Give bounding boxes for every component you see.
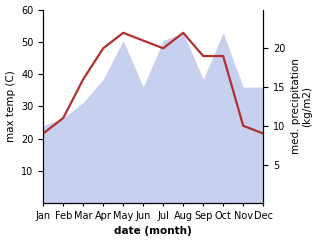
X-axis label: date (month): date (month) bbox=[114, 227, 192, 236]
Y-axis label: med. precipitation
(kg/m2): med. precipitation (kg/m2) bbox=[291, 59, 313, 154]
Y-axis label: max temp (C): max temp (C) bbox=[5, 70, 16, 142]
